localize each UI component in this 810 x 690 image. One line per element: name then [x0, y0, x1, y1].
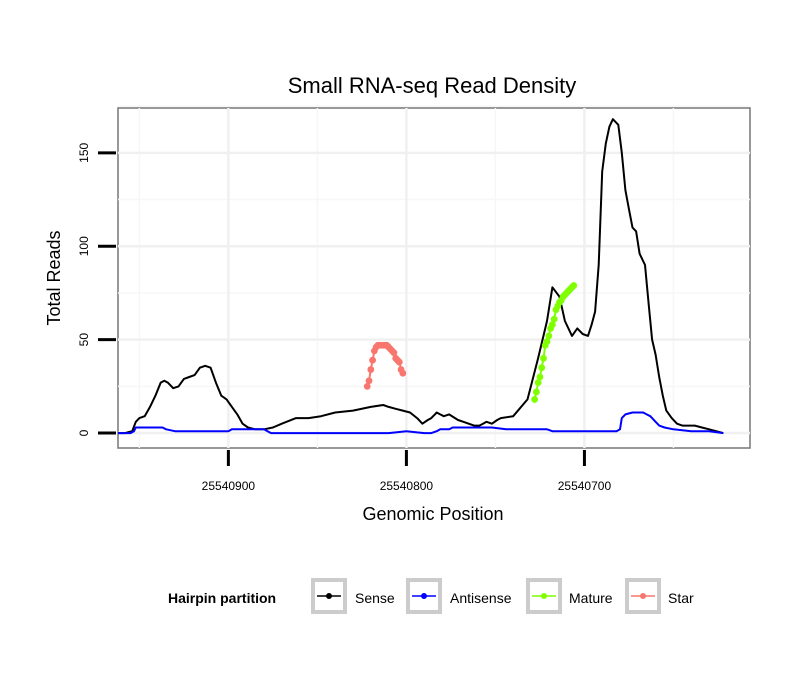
data-point-star	[365, 377, 373, 385]
series-sense	[118, 118, 724, 435]
x-tick-label: 25540700	[558, 479, 612, 493]
data-point-mature	[536, 373, 544, 381]
data-point-mature	[550, 315, 558, 323]
data-point-star	[399, 369, 407, 377]
data-point-star	[363, 382, 371, 390]
data-point-mature	[548, 321, 556, 329]
legend: Hairpin partition Sense Antisense Mature…	[168, 578, 694, 614]
data-point-star	[390, 349, 398, 357]
legend-point-antisense	[421, 593, 427, 599]
data-point-mature	[531, 396, 538, 403]
data-point-mature	[538, 364, 546, 372]
legend-item-star: Star	[625, 578, 694, 614]
legend-point-star	[640, 593, 646, 599]
legend-point-sense	[326, 593, 332, 599]
x-axis: 25540900 25540800 25540700	[202, 450, 612, 493]
legend-label-mature: Mature	[569, 590, 613, 606]
data-point-mature	[570, 282, 578, 289]
x-tick-label: 25540800	[380, 479, 434, 493]
data-point-mature	[532, 388, 540, 396]
y-tick-label: 0	[77, 429, 91, 436]
data-point-star	[369, 356, 376, 364]
data-point-mature	[534, 379, 542, 387]
grid-lines	[118, 105, 750, 448]
y-axis-title: Total Reads	[44, 230, 64, 325]
legend-point-mature	[541, 593, 547, 599]
data-point-mature	[543, 338, 551, 345]
plot-panel	[117, 107, 751, 449]
legend-item-mature: Mature	[526, 578, 613, 614]
legend-label-star: Star	[668, 590, 694, 606]
y-tick-label: 50	[77, 333, 91, 347]
series-mature	[531, 282, 578, 403]
data-point-mature	[545, 332, 553, 340]
x-axis-title: Genomic Position	[362, 504, 503, 524]
y-tick-label: 150	[77, 143, 91, 163]
legend-item-antisense: Antisense	[406, 578, 512, 614]
data-point-mature	[540, 354, 547, 362]
series-line-antisense	[118, 411, 724, 435]
x-tick-label: 25540900	[202, 479, 256, 493]
series-line-sense	[118, 118, 724, 435]
data-point-star	[395, 358, 403, 366]
legend-label-antisense: Antisense	[450, 590, 512, 606]
legend-label-sense: Sense	[355, 590, 395, 606]
legend-item-sense: Sense	[311, 578, 395, 614]
y-axis: 0 50 100 150	[77, 143, 116, 436]
series-star	[363, 341, 407, 390]
series-antisense	[118, 411, 724, 435]
data-point-star	[367, 366, 375, 373]
chart-title: Small RNA-seq Read Density	[288, 73, 577, 98]
legend-title: Hairpin partition	[168, 590, 276, 606]
series-layer	[118, 118, 724, 435]
y-tick-label: 100	[77, 236, 91, 256]
